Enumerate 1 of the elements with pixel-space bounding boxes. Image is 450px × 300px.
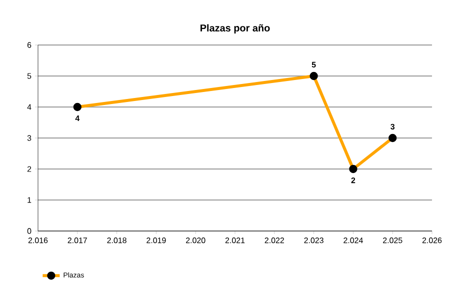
chart-title: Plazas por año bbox=[200, 24, 270, 34]
